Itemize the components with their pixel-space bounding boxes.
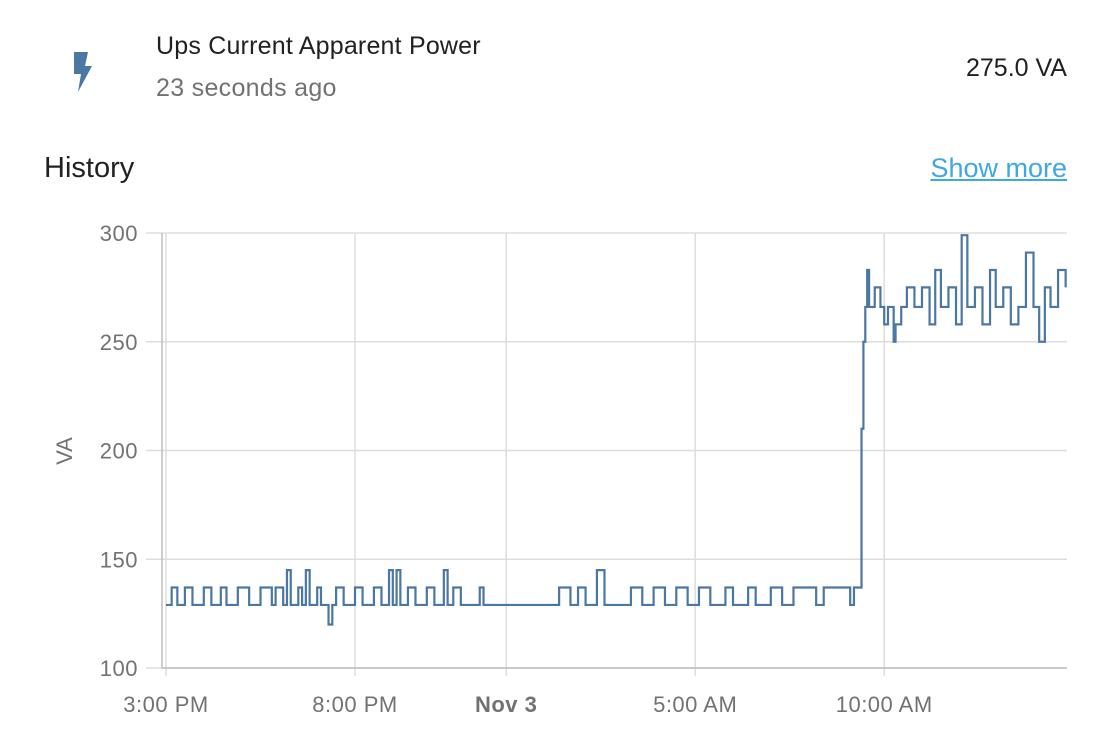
entity-name: Ups Current Apparent Power: [156, 32, 481, 60]
x-tick-label: 10:00 AM: [836, 692, 933, 717]
y-tick-label: 200: [100, 439, 138, 464]
show-more-link[interactable]: Show more: [930, 153, 1067, 183]
series-line: [166, 234, 1067, 626]
x-tick-label: 8:00 PM: [312, 692, 397, 717]
y-tick-label: 100: [100, 656, 138, 681]
y-tick-label: 300: [100, 221, 138, 246]
y-axis-title: VA: [52, 437, 77, 465]
x-tick-label: 5:00 AM: [653, 692, 737, 717]
x-axis-ticks: 3:00 PM 8:00 PM Nov 3 5:00 AM 10:00 AM: [123, 692, 932, 717]
entity-state: 275.0 VA: [965, 54, 1067, 82]
y-tick-label: 150: [100, 547, 138, 572]
x-tick-label: Nov 3: [475, 692, 537, 717]
y-tick-label: 250: [100, 330, 138, 355]
x-tick-label: 3:00 PM: [123, 692, 208, 717]
chart-grid: [146, 232, 1067, 676]
flash-icon: [70, 50, 98, 94]
history-title: History: [44, 152, 135, 184]
y-axis-ticks: 100 150 200 250 300: [100, 221, 138, 681]
last-changed: 23 seconds ago: [156, 74, 337, 102]
